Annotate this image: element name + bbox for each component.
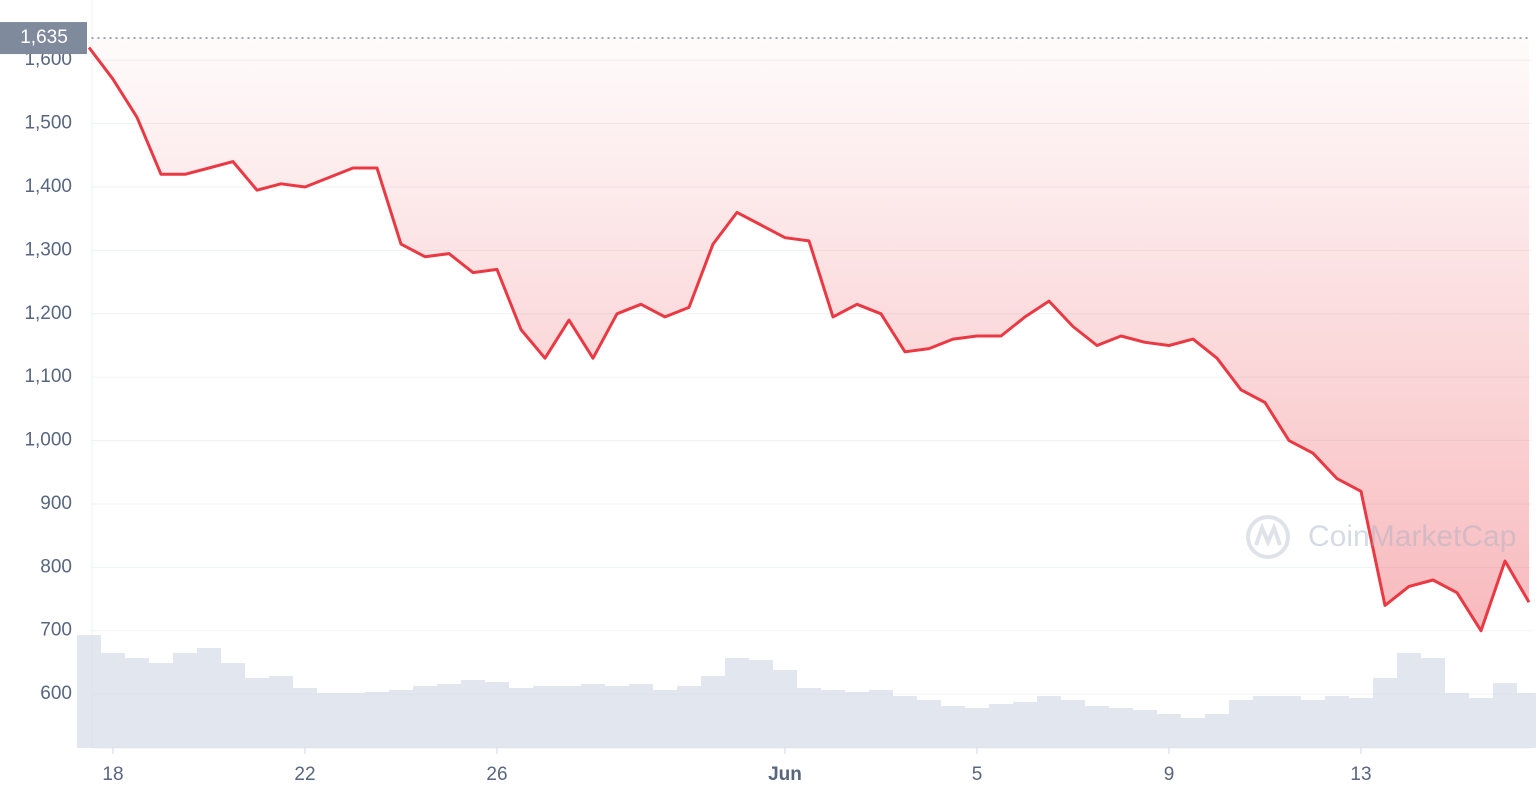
- volume-bar: [1493, 683, 1517, 748]
- reference-label: 1,635: [20, 27, 68, 48]
- watermark: [1246, 515, 1290, 559]
- volume-bar: [797, 688, 821, 748]
- watermark-text: CoinMarketCap: [1308, 520, 1516, 553]
- volume-bar: [1085, 706, 1109, 748]
- volume-bar: [773, 670, 797, 748]
- volume-bar: [1013, 702, 1037, 748]
- price-area: [89, 38, 1529, 631]
- y-tick-label: 800: [40, 556, 72, 577]
- volume-bar: [101, 653, 125, 748]
- volume-bar: [1157, 714, 1181, 748]
- volume-bar: [1301, 700, 1325, 748]
- volume-bar: [653, 690, 677, 748]
- volume-bar: [701, 676, 725, 748]
- y-tick-label: 1,100: [24, 366, 72, 387]
- volume-bar: [269, 676, 293, 748]
- volume-bar: [509, 688, 533, 748]
- volume-bar: [629, 684, 653, 748]
- y-tick-label: 600: [40, 683, 72, 704]
- volume-bar: [677, 686, 701, 748]
- volume-bar: [413, 686, 437, 748]
- volume-bar: [1037, 696, 1061, 748]
- volume-bar: [317, 693, 341, 748]
- volume-bar: [941, 706, 965, 748]
- volume-bar: [461, 680, 485, 748]
- volume-bar: [749, 660, 773, 748]
- volume-bar: [533, 686, 557, 748]
- volume-bar: [893, 696, 917, 748]
- reference-label-box: [0, 22, 87, 55]
- volume-bar: [365, 692, 389, 748]
- volume-bar: [1349, 698, 1373, 748]
- volume-bar: [1517, 693, 1536, 748]
- volume-bar: [245, 678, 269, 748]
- volume-bar: [1469, 698, 1493, 748]
- x-tick-label: 26: [486, 764, 507, 785]
- x-tick-label: 18: [102, 764, 123, 785]
- volume-bar: [197, 648, 221, 748]
- volume-bar: [437, 684, 461, 748]
- y-tick-label: 1,500: [24, 113, 72, 134]
- volume-bar: [1325, 696, 1349, 748]
- volume-bar: [1277, 696, 1301, 748]
- volume-bar: [1061, 700, 1085, 748]
- volume-bar: [581, 684, 605, 748]
- volume-bar: [1253, 696, 1277, 748]
- volume-bar: [1109, 708, 1133, 748]
- volume-bar: [821, 690, 845, 748]
- price-line: [87, 46, 1531, 633]
- volume-bar: [1397, 653, 1421, 748]
- volume-bar: [149, 663, 173, 748]
- volume-bar: [965, 708, 989, 748]
- volume-bar: [1445, 693, 1469, 748]
- volume-bar: [725, 658, 749, 748]
- volume-bar: [605, 686, 629, 748]
- volume-bar: [77, 635, 101, 748]
- volume-bar: [293, 688, 317, 748]
- y-tick-label: 1,600: [24, 49, 72, 70]
- volume-bar: [125, 658, 149, 748]
- volume-bar: [1229, 700, 1253, 748]
- x-tick-label: 9: [1164, 764, 1175, 785]
- y-tick-label: 1,300: [24, 239, 72, 260]
- volume-bar: [1421, 658, 1445, 748]
- volume-bar: [173, 653, 197, 748]
- y-tick-label: 1,200: [24, 303, 72, 324]
- volume-bar: [1133, 710, 1157, 748]
- volume-bar: [389, 690, 413, 748]
- volume-bar: [869, 690, 893, 748]
- y-tick-label: 900: [40, 493, 72, 514]
- volume-bar: [845, 692, 869, 748]
- volume-bar: [341, 693, 365, 748]
- volume-bar: [989, 704, 1013, 748]
- x-tick-label: 13: [1350, 764, 1371, 785]
- y-tick-label: 1,000: [24, 430, 72, 451]
- x-tick-label: Jun: [768, 764, 802, 785]
- volume-bar: [1181, 718, 1205, 748]
- x-tick-label: 22: [294, 764, 315, 785]
- volume-bar: [1205, 714, 1229, 748]
- y-tick-label: 700: [40, 620, 72, 641]
- y-tick-label: 1,400: [24, 176, 72, 197]
- volume-bar: [917, 700, 941, 748]
- volume-bar: [221, 663, 245, 748]
- volume-bar: [1373, 678, 1397, 748]
- x-tick-label: 5: [972, 764, 983, 785]
- volume-bar: [557, 686, 581, 748]
- volume-bar: [485, 682, 509, 748]
